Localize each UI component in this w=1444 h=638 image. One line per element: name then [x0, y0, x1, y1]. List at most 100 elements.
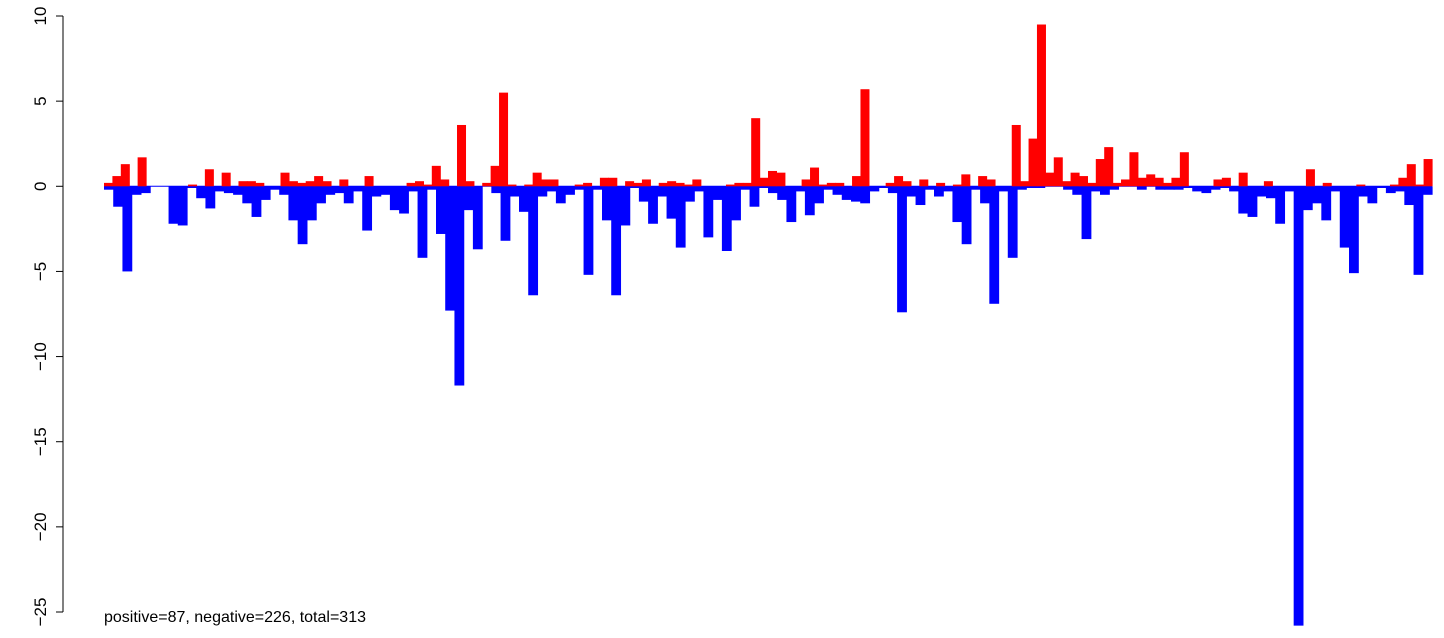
negative-bar: [491, 186, 502, 194]
negative-bar: [887, 186, 898, 194]
negative-bar: [1100, 186, 1110, 195]
negative-bar: [777, 186, 788, 200]
y-tick-label: −25: [31, 598, 50, 627]
positive-bar: [314, 176, 324, 187]
positive-bar: [885, 182, 895, 187]
positive-bar: [137, 157, 147, 187]
positive-bar: [457, 124, 467, 187]
negative-bar: [1007, 186, 1018, 258]
negative-bar: [1349, 186, 1359, 274]
positive-bar: [1305, 169, 1315, 187]
positive-bar: [297, 182, 307, 187]
negative-bar: [666, 186, 677, 219]
negative-bar: [814, 186, 824, 204]
positive-bar: [902, 181, 912, 187]
positive-bar: [188, 184, 198, 187]
negative-bar: [731, 186, 741, 221]
negative-bar: [924, 186, 935, 190]
positive-bar: [667, 181, 677, 187]
negative-bar: [1330, 186, 1341, 192]
negative-bar: [325, 186, 336, 195]
negative-bar: [998, 186, 1009, 192]
positive-bar: [818, 184, 828, 187]
positive-bar: [423, 184, 433, 187]
negative-bar: [574, 186, 585, 190]
positive-bar: [465, 181, 475, 187]
y-tick-label: 5: [31, 96, 50, 105]
positive-bar: [549, 179, 559, 187]
negative-bar: [362, 186, 373, 231]
negative-bar: [353, 186, 363, 192]
negative-bar: [565, 186, 575, 195]
negative-bar: [260, 186, 271, 200]
negative-bar: [251, 186, 262, 217]
negative-bar: [399, 186, 409, 214]
positive-bar: [583, 182, 593, 187]
negative-bar: [519, 186, 529, 212]
positive-bar: [625, 181, 635, 187]
positive-bar: [751, 118, 761, 187]
negative-bar: [878, 186, 889, 188]
negative-bar: [961, 186, 972, 245]
negative-bar: [989, 186, 1000, 304]
positive-bar: [978, 176, 988, 187]
positive-bar: [1045, 172, 1055, 187]
positive-bar: [599, 177, 609, 187]
positive-bar: [801, 179, 811, 187]
negative-bar: [592, 186, 603, 190]
negative-bar: [131, 186, 142, 195]
negative-bar: [1256, 186, 1267, 197]
positive-bar: [120, 164, 130, 187]
negative-bar: [611, 186, 622, 296]
negative-bar: [454, 186, 465, 386]
negative-bar: [214, 186, 225, 192]
negative-bar: [629, 186, 640, 188]
negative-bar: [177, 186, 188, 226]
negative-bar: [306, 186, 317, 221]
positive-bar: [406, 182, 416, 187]
negative-bar: [1385, 186, 1396, 194]
positive-bar: [683, 184, 693, 187]
negative-bar: [970, 186, 981, 190]
negative-bar: [602, 186, 612, 221]
negative-bars: [104, 186, 1433, 626]
positive-bar: [810, 167, 820, 187]
negative-bar: [122, 186, 133, 272]
positive-bar: [919, 179, 929, 187]
positive-bar: [280, 172, 290, 187]
negative-bar: [740, 186, 751, 190]
negative-bar: [436, 186, 446, 234]
negative-bar: [500, 186, 511, 241]
positive-bar: [633, 182, 643, 187]
negative-bar: [1229, 186, 1239, 192]
negative-bar: [620, 186, 631, 226]
negative-bar: [509, 186, 520, 197]
negative-bar: [1266, 186, 1276, 199]
negative-bar: [445, 186, 456, 311]
negative-bar: [371, 186, 382, 197]
negative-bar: [749, 186, 760, 207]
positive-bar: [826, 182, 836, 187]
negative-bar: [417, 186, 428, 258]
positive-bar: [1389, 184, 1399, 187]
positive-bar: [1053, 157, 1063, 187]
positive-bar: [1121, 179, 1131, 187]
negative-bar: [546, 186, 557, 192]
positive-bar: [1263, 181, 1273, 187]
y-tick-label: −20: [31, 512, 50, 541]
positive-bar: [440, 179, 450, 187]
positive-bar: [221, 172, 231, 187]
negative-bar: [1339, 186, 1350, 248]
negative-bar: [685, 186, 695, 202]
positive-bar: [1062, 181, 1072, 187]
negative-bar: [196, 186, 207, 199]
negative-bar: [1183, 186, 1193, 188]
positive-bar: [246, 181, 256, 187]
negative-bar: [187, 186, 197, 188]
positive-bar: [339, 179, 349, 187]
positive-bar: [658, 182, 668, 187]
positive-bar: [1154, 177, 1164, 187]
negative-bar: [288, 186, 299, 221]
negative-bar: [1293, 186, 1304, 626]
